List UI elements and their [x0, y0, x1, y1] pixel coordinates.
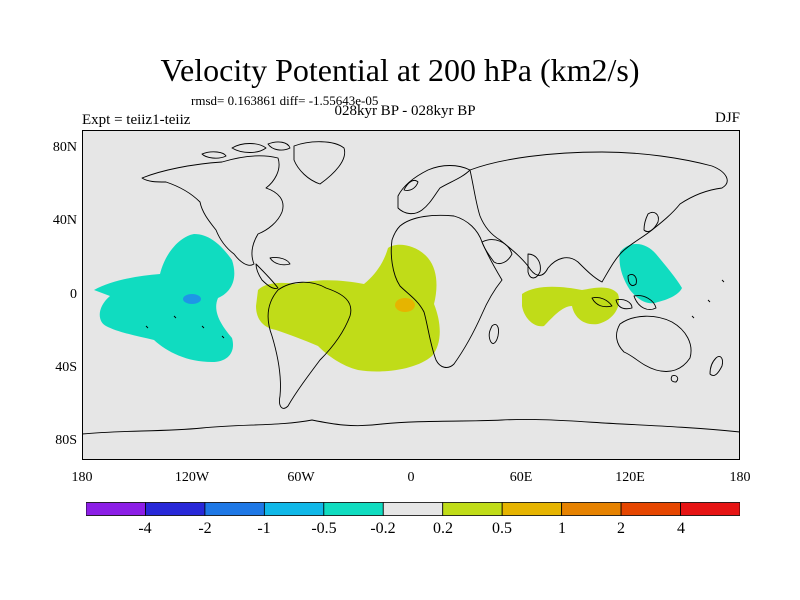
stats-text: rmsd= 0.163861 diff= -1.55643e-05 — [191, 93, 379, 108]
lon-label-180w: 180 — [71, 470, 93, 485]
colorbar-label-8: 1 — [558, 520, 566, 537]
positive-region-atlantic — [256, 244, 440, 372]
strong-positive-center — [395, 298, 415, 312]
colorbar-box-1 — [86, 502, 146, 516]
coast-greenland — [293, 141, 346, 185]
lon-label-120w: 120W — [174, 470, 210, 485]
lat-label-0: 0 — [70, 287, 77, 302]
colorbar-label-9: 2 — [617, 520, 625, 537]
period-text: 028kyr BP - 028kyr BP — [334, 103, 476, 119]
colorbar-box-5 — [323, 502, 384, 516]
negative-region-east-pacific — [94, 234, 235, 362]
colorbar-box-3 — [204, 502, 265, 516]
lat-label-80n: 80N — [52, 140, 77, 155]
colorbar-box-7 — [442, 502, 503, 516]
map-frame — [82, 130, 740, 460]
colorbar-box-8 — [501, 502, 563, 516]
coast-africa — [390, 214, 503, 368]
colorbar-label-5: -0.2 — [370, 520, 396, 537]
coast-north-america — [141, 155, 284, 266]
colorbar-label-2: -2 — [198, 520, 212, 537]
colorbar-box-4 — [263, 502, 325, 516]
velocity-potential-map — [82, 130, 740, 460]
colorbar-label-3: -1 — [257, 520, 271, 537]
coast-south-america — [267, 281, 352, 409]
colorbar — [86, 502, 740, 516]
colorbar-label-4: -0.5 — [311, 520, 337, 537]
experiment-text: Expt = teiiz1-teiiz — [82, 112, 191, 128]
contour-fills — [94, 234, 682, 372]
coast-new-zealand — [709, 355, 723, 377]
colorbar-label-7: 0.5 — [492, 520, 512, 537]
lon-label-180e: 180 — [729, 470, 751, 485]
lon-label-60w: 60W — [287, 470, 315, 485]
lon-label-60e: 60E — [509, 470, 533, 485]
season-text: DJF — [714, 110, 740, 126]
negative-region-west-pacific — [619, 243, 682, 304]
colorbar-box-6 — [382, 502, 444, 516]
lat-label-80s: 80S — [55, 433, 77, 448]
positive-region-indian-ocean — [522, 286, 620, 327]
colorbar-box-11 — [680, 502, 740, 516]
colorbar-box-2 — [145, 502, 206, 516]
lon-label-120e: 120E — [615, 470, 645, 485]
coast-arabia-india — [481, 239, 541, 279]
lon-label-0: 0 — [407, 470, 415, 485]
lat-label-40n: 40N — [52, 213, 77, 228]
coast-arctic-islands — [201, 141, 291, 159]
coastlines — [82, 141, 740, 435]
colorbar-label-1: -4 — [138, 520, 152, 537]
coast-pacific-islands — [145, 279, 725, 339]
coast-japan — [643, 211, 659, 233]
coast-antarctica — [82, 419, 740, 435]
coast-australia — [616, 315, 692, 383]
coast-europe — [397, 165, 471, 215]
colorbar-box-10 — [620, 502, 681, 516]
colorbar-label-6: 0.2 — [433, 520, 453, 537]
plot-title: Velocity Potential at 200 hPa (km2/s) — [160, 52, 640, 88]
strong-negative-center — [183, 294, 201, 304]
lat-label-40s: 40S — [55, 360, 77, 375]
coast-central-america — [255, 257, 291, 289]
colorbar-box-9 — [561, 502, 622, 516]
colorbar-label-10: 4 — [677, 520, 685, 537]
coast-madagascar — [488, 324, 499, 344]
coast-indonesia — [591, 273, 657, 310]
